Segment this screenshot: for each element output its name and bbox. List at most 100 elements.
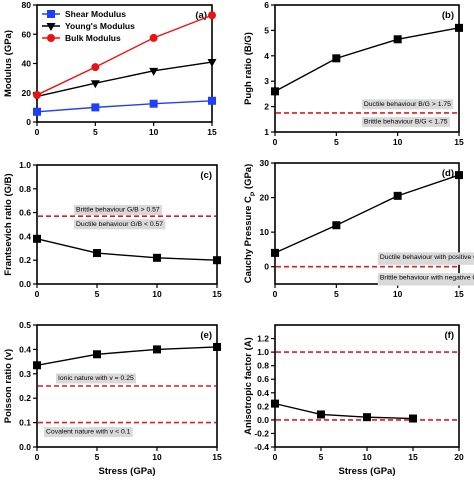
annotation-background — [377, 273, 474, 286]
y-tick-label: 0.6 — [257, 374, 269, 384]
y-tick-label: 0.3 — [19, 369, 31, 379]
x-tick-label: 15 — [212, 452, 222, 462]
y-axis-label: Pugh ratio (B/G) — [243, 32, 254, 105]
x-tick-label: 5 — [95, 452, 100, 462]
y-tick-label: 0.4 — [257, 388, 269, 398]
y-tick-label: 1.2 — [257, 334, 269, 344]
y-tick-label: 3 — [264, 76, 269, 86]
data-point — [149, 33, 158, 42]
x-tick-label: 10 — [152, 452, 162, 462]
x-tick-label: 10 — [393, 137, 403, 147]
y-tick-label: 0.1 — [19, 418, 31, 428]
legend-marker — [47, 34, 55, 42]
y-tick-label: 20 — [22, 88, 32, 98]
y-tick-label: 10 — [260, 227, 270, 237]
data-point — [363, 413, 371, 422]
y-tick-label: 0.2 — [257, 401, 269, 411]
y-tick-label: 60 — [22, 29, 32, 39]
series-0 — [33, 234, 221, 265]
data-point — [455, 23, 463, 32]
legend-marker — [47, 10, 55, 18]
y-tick-label: 0.4 — [19, 344, 31, 354]
panel-a: 0 5 10 15 0 20 40 60 80 Modulus (GPa) (a) Shear Mod… — [3, 0, 217, 137]
annotation: Ductile behaviour with positive CP — [377, 252, 474, 265]
x-tick-label: 5 — [319, 452, 324, 462]
data-point — [213, 256, 221, 265]
data-point — [271, 248, 279, 257]
annotation: Covalent nature with v < 0.1 — [44, 427, 133, 438]
series-line — [36, 346, 218, 366]
y-tick-label: 0.6 — [19, 208, 31, 218]
series-line — [36, 14, 213, 96]
annotation-text: Brittle behaviour with negative CP — [380, 275, 474, 285]
x-tick-label: 15 — [454, 137, 464, 147]
series-line — [36, 61, 213, 98]
data-point — [332, 54, 341, 63]
panel-f: 0 5 10 15 20 -0.4 -0.2 0.0 0.2 0.4 0.6 0.8 1.0 1.2Ani… — [243, 324, 464, 462]
annotation-text: Brittle behaviour G/B > 0.57 — [76, 207, 160, 214]
data-point — [90, 80, 100, 89]
x-tick-label: 5 — [334, 137, 339, 147]
x-tick-label: 10 — [149, 127, 159, 137]
y-tick-label: 0.8 — [19, 184, 31, 194]
annotation-text: Ionic nature with v = 0.25 — [58, 375, 134, 382]
legend-label: Bulk Modulus — [65, 33, 121, 43]
series-2 — [33, 11, 216, 99]
annotation-text-main: Ductile behaviour with positive C — [380, 254, 474, 261]
data-point — [91, 103, 100, 112]
data-point — [93, 350, 101, 359]
y-axis-label: Poisson ratio (v) — [3, 349, 14, 423]
y-tick-label: -0.2 — [254, 428, 269, 438]
annotation-background — [361, 117, 450, 128]
legend-marker — [46, 23, 56, 31]
x-tick-label: 0 — [35, 127, 40, 137]
x-tick-label: 10 — [393, 289, 403, 299]
y-tick-label: 0.2 — [19, 255, 31, 265]
y-tick-label: 0.2 — [19, 393, 31, 403]
x-tick-label: 5 — [334, 289, 339, 299]
x-tick-label: 5 — [93, 127, 98, 137]
data-point — [317, 410, 325, 419]
plot-frame — [36, 164, 218, 285]
series-line — [274, 174, 460, 254]
y-tick-label: 1.0 — [257, 347, 269, 357]
data-point — [208, 11, 216, 20]
series-line — [274, 27, 460, 92]
x-tick-label: 5 — [95, 289, 100, 299]
annotation: Brittle behaviour with negative CP — [377, 273, 474, 286]
data-point — [207, 59, 217, 68]
data-point — [149, 99, 158, 108]
panel-label: (f) — [445, 330, 455, 341]
x-tick-label: 15 — [454, 289, 464, 299]
panel-e: 0 5 10 15 0.0 0.1 0.2 0.3 0.4 0.5 Poisson ratio (v… — [3, 320, 222, 462]
annotation-background — [74, 205, 162, 216]
annotation-text-main: Brittle behaviour with negative C — [380, 275, 474, 282]
series-1 — [32, 59, 217, 102]
y-tick-label: 0.5 — [19, 320, 31, 330]
y-tick-label: 80 — [22, 0, 32, 10]
annotation-background — [74, 219, 166, 230]
panel-c: 0 5 10 15 0.0 0.2 0.4 0.6 0.8 1.0 Frantsevich rati… — [3, 160, 222, 299]
annotation: Brittle behaviour B/G < 1.75 — [361, 117, 450, 128]
data-point — [149, 67, 159, 76]
y-tick-label: 1 — [264, 127, 269, 137]
panel-b: 0 5 10 15 1 2 3 4 5 6 Pugh ratio (B/G) (b) Ductile b… — [243, 0, 464, 147]
data-point — [208, 96, 216, 105]
y-tick-label: 2 — [264, 102, 269, 112]
data-point — [153, 345, 161, 354]
x-tick-label: 15 — [408, 452, 418, 462]
panel-label: (d) — [442, 168, 454, 179]
series-0 — [271, 23, 463, 96]
legend-label: Shear Modulus — [65, 9, 126, 19]
series-line — [36, 100, 213, 113]
annotation-text: Ductile behaviour G/B < 0.57 — [76, 221, 163, 228]
annotation: Ionic nature with v = 0.25 — [56, 373, 136, 384]
y-tick-label: 0.0 — [19, 442, 31, 452]
y-tick-label: 20 — [260, 193, 270, 203]
y-tick-label: 4 — [264, 51, 269, 61]
y-axis-label: Cauchy Pressure CP (GPa) — [243, 164, 257, 284]
y-tick-label: 0 — [264, 262, 269, 272]
y-axis-label: Frantsevich ratio (G/B) — [3, 173, 14, 275]
